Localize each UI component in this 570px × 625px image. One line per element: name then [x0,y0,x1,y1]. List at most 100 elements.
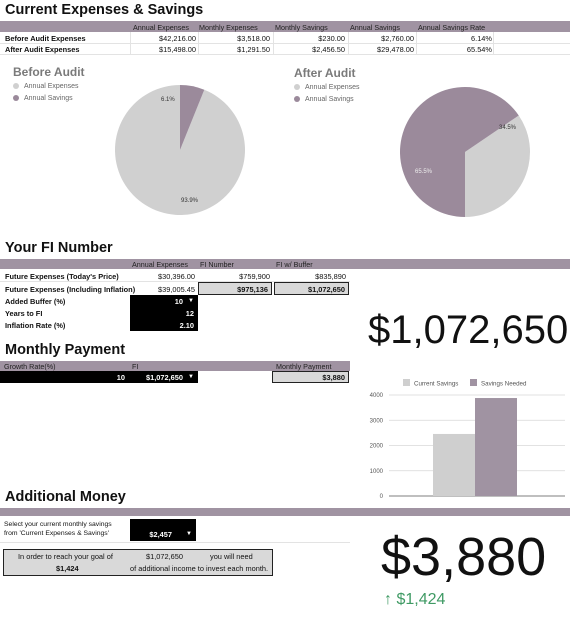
goal-summary-box: In order to reach your goal of $1,072,65… [3,549,273,576]
fi-cell-today-buffer[interactable]: $835,890 [315,272,346,281]
cell-before-annual-savings[interactable]: $2,760.00 [381,34,414,43]
bar-chart-bars [433,398,517,496]
fi-select-value: $1,072,650 [146,373,183,382]
fi-cell-inflation-buffer: $1,072,650 [308,285,345,294]
fi-row-label-inflation: Future Expenses (Including Inflation) [5,285,136,294]
inflation-value: 2.10 [179,321,194,330]
select-savings-label-2: from 'Current Expenses & Savings' [4,530,109,537]
col-divider [348,32,349,55]
monthly-payment-value: $3,880 [322,373,345,382]
bar-savings-needed [475,398,517,496]
fi-cell-today-annual[interactable]: $30,396.00 [158,272,195,281]
fi-cell-today-fi[interactable]: $759,900 [239,272,270,281]
cell-after-savings-rate[interactable]: 65.54% [466,45,492,54]
current-savings-value: $2,457 [149,530,172,539]
cell-before-monthly-expenses[interactable]: $3,518.00 [237,34,270,43]
current-savings-select[interactable]: $2,457 ▼ [130,519,196,541]
legend-swatch-needed [470,379,477,386]
chevron-down-icon: ▼ [188,374,194,380]
after-legend-savings: Annual Savings [294,96,354,103]
row-label-before-audit: Before Audit Expenses [5,34,86,43]
row-divider [0,43,570,44]
input-label-inflation: Inflation Rate (%) [5,321,66,330]
col-header-monthly-expenses: Monthly Expenses [199,23,258,32]
expenses-header-band: Annual Expenses Monthly Expenses Monthly… [0,21,570,32]
before-legend-savings: Annual Savings [13,95,73,102]
legend-label: Annual Expenses [305,84,360,91]
pie-label-savings: 65.5% [415,169,433,175]
pie-label-expenses: 34.5% [499,125,517,131]
col-header-savings-rate: Annual Savings Rate [418,23,486,32]
cell-before-savings-rate[interactable]: 6.14% [471,34,492,43]
input-label-buffer: Added Buffer (%) [5,297,66,306]
after-legend-expenses: Annual Expenses [294,84,359,91]
col-header-fi-buffer: FI w/ Buffer [276,260,313,269]
fi-big-value: $1,072,650 [368,308,569,352]
row-divider [0,54,570,55]
after-audit-chart-title: After Audit [294,66,356,80]
fi-number-box[interactable]: $975,136 [198,282,272,295]
monthly-header-band: Growth Rate(%) FI Monthly Payment [0,361,350,371]
cell-after-monthly-expenses[interactable]: $1,291.50 [237,45,270,54]
legend-label: Annual Savings [305,96,354,103]
y-tick-label: 4000 [370,393,384,399]
col-header-annual-expenses: Annual Expenses [133,23,189,32]
cell-after-monthly-savings[interactable]: $2,456.50 [312,45,345,54]
row-divider [0,281,350,282]
before-audit-pie: 6.1% 93.9% [114,85,245,216]
col-header-fi-number: FI Number [200,260,234,269]
y-tick-label: 3000 [370,418,384,424]
payment-big-value: $3,880 [381,527,547,587]
goal-text-a: In order to reach your goal of [18,552,113,561]
inflation-rate-input[interactable]: 2.10 [130,320,198,331]
legend-label: Annual Savings [24,95,73,102]
fi-title: Your FI Number [5,240,113,256]
after-audit-pie: 34.5% 65.5% [400,87,530,217]
savings-bar-chart: Current Savings Savings Needed 0 1000 2000… [370,379,565,500]
pie-label-savings: 6.1% [161,97,175,103]
extra-income-text: of additional income to invest each mont… [130,564,269,573]
cell-after-annual-savings[interactable]: $29,478.00 [377,45,414,54]
years-value: 12 [185,309,194,318]
fi-cell-inflation-annual[interactable]: $39,005.45 [158,285,195,294]
chevron-down-icon: ▼ [186,531,192,537]
cell-before-monthly-savings[interactable]: $230.00 [318,34,345,43]
chevron-down-icon: ▼ [188,298,194,304]
legend-swatch-current [403,379,410,386]
fi-inputs-block [130,295,198,331]
payment-delta: ↑ $1,424 [384,591,446,608]
fi-row-label-today: Future Expenses (Today's Price) [5,272,119,281]
expenses-title: Current Expenses & Savings [5,2,204,18]
legend-dot-expenses [13,83,19,89]
input-label-years: Years to FI [5,309,43,318]
col-header-growth: Growth Rate(%) [4,362,56,371]
pie-label-expenses: 93.9% [181,198,199,204]
fi-select[interactable]: $1,072,650 ▼ [130,371,198,383]
goal-value: $1,072,650 [146,552,183,561]
legend-dot-expenses [294,84,300,90]
buffer-select[interactable]: 10 ▼ [130,296,198,307]
monthly-title: Monthly Payment [5,342,126,358]
cell-after-annual-expenses[interactable]: $15,498.00 [159,45,196,54]
additional-title: Additional Money [5,489,126,505]
fi-cell-inflation-fi: $975,136 [237,285,268,294]
years-to-fi-input[interactable]: 12 [130,308,198,319]
col-divider [198,32,199,55]
monthly-payment-box[interactable]: $3,880 [272,371,349,383]
fi-buffer-box[interactable]: $1,072,650 [274,282,349,295]
pie-slice-annual-expenses [465,115,530,217]
col-divider [493,32,494,55]
cell-before-annual-expenses[interactable]: $42,216.00 [159,34,196,43]
growth-rate-select[interactable]: 10 [0,371,130,383]
col-header-annual-savings: Annual Savings [350,23,400,32]
y-tick-label: 0 [380,494,384,500]
extra-income-value: $1,424 [56,564,79,573]
goal-text-b: you will need [210,552,253,561]
col-divider [416,32,417,55]
pie-slice-annual-expenses [114,85,245,216]
before-audit-chart-title: Before Audit [13,65,85,79]
growth-value: 10 [116,373,125,382]
buffer-value: 10 [174,297,183,306]
row-label-after-audit: After Audit Expenses [5,45,80,54]
legend-label: Annual Expenses [24,83,79,90]
